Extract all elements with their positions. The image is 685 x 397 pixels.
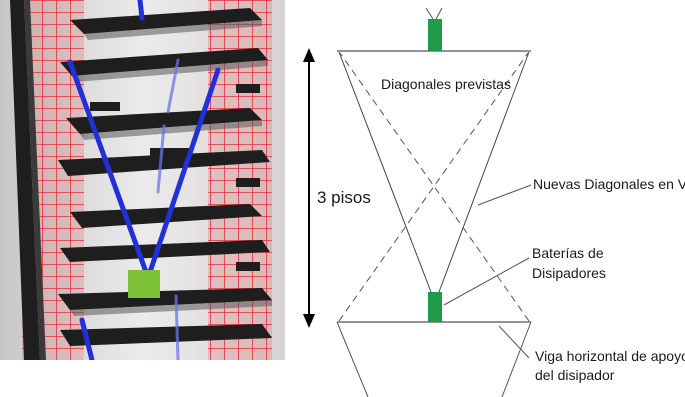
- new-diagonal-left: [338, 51, 432, 293]
- leader-baterias: [443, 257, 530, 306]
- label-nuevas-diagonales: Nuevas Diagonales en V: [533, 176, 685, 192]
- planned-diagonal-2: [339, 52, 530, 322]
- blue-braces: [67, 0, 221, 360]
- label-3-pisos: 3 pisos: [317, 188, 371, 207]
- structure-3d-render: [0, 0, 285, 360]
- leader-nuevas: [477, 184, 532, 206]
- leader-viga: [498, 325, 530, 359]
- label-viga-line1: Viga horizontal de apoyo: [535, 348, 685, 364]
- bottom-dissipator: [428, 292, 442, 322]
- height-dimension-arrow: [303, 48, 315, 328]
- planned-diagonal-1: [338, 52, 529, 322]
- render-dissipator: [128, 270, 160, 298]
- top-dissipator: [428, 19, 442, 51]
- label-diagonales-previstas: Diagonales previstas: [381, 76, 511, 92]
- label-baterias-line1: Baterías de: [532, 245, 604, 261]
- floor-beams: [58, 8, 272, 346]
- new-diagonal-right: [438, 51, 530, 293]
- dark-column-left: [10, 0, 40, 360]
- label-baterias-line2: Disipadores: [532, 265, 606, 281]
- label-viga-line2: del disipador: [535, 367, 615, 383]
